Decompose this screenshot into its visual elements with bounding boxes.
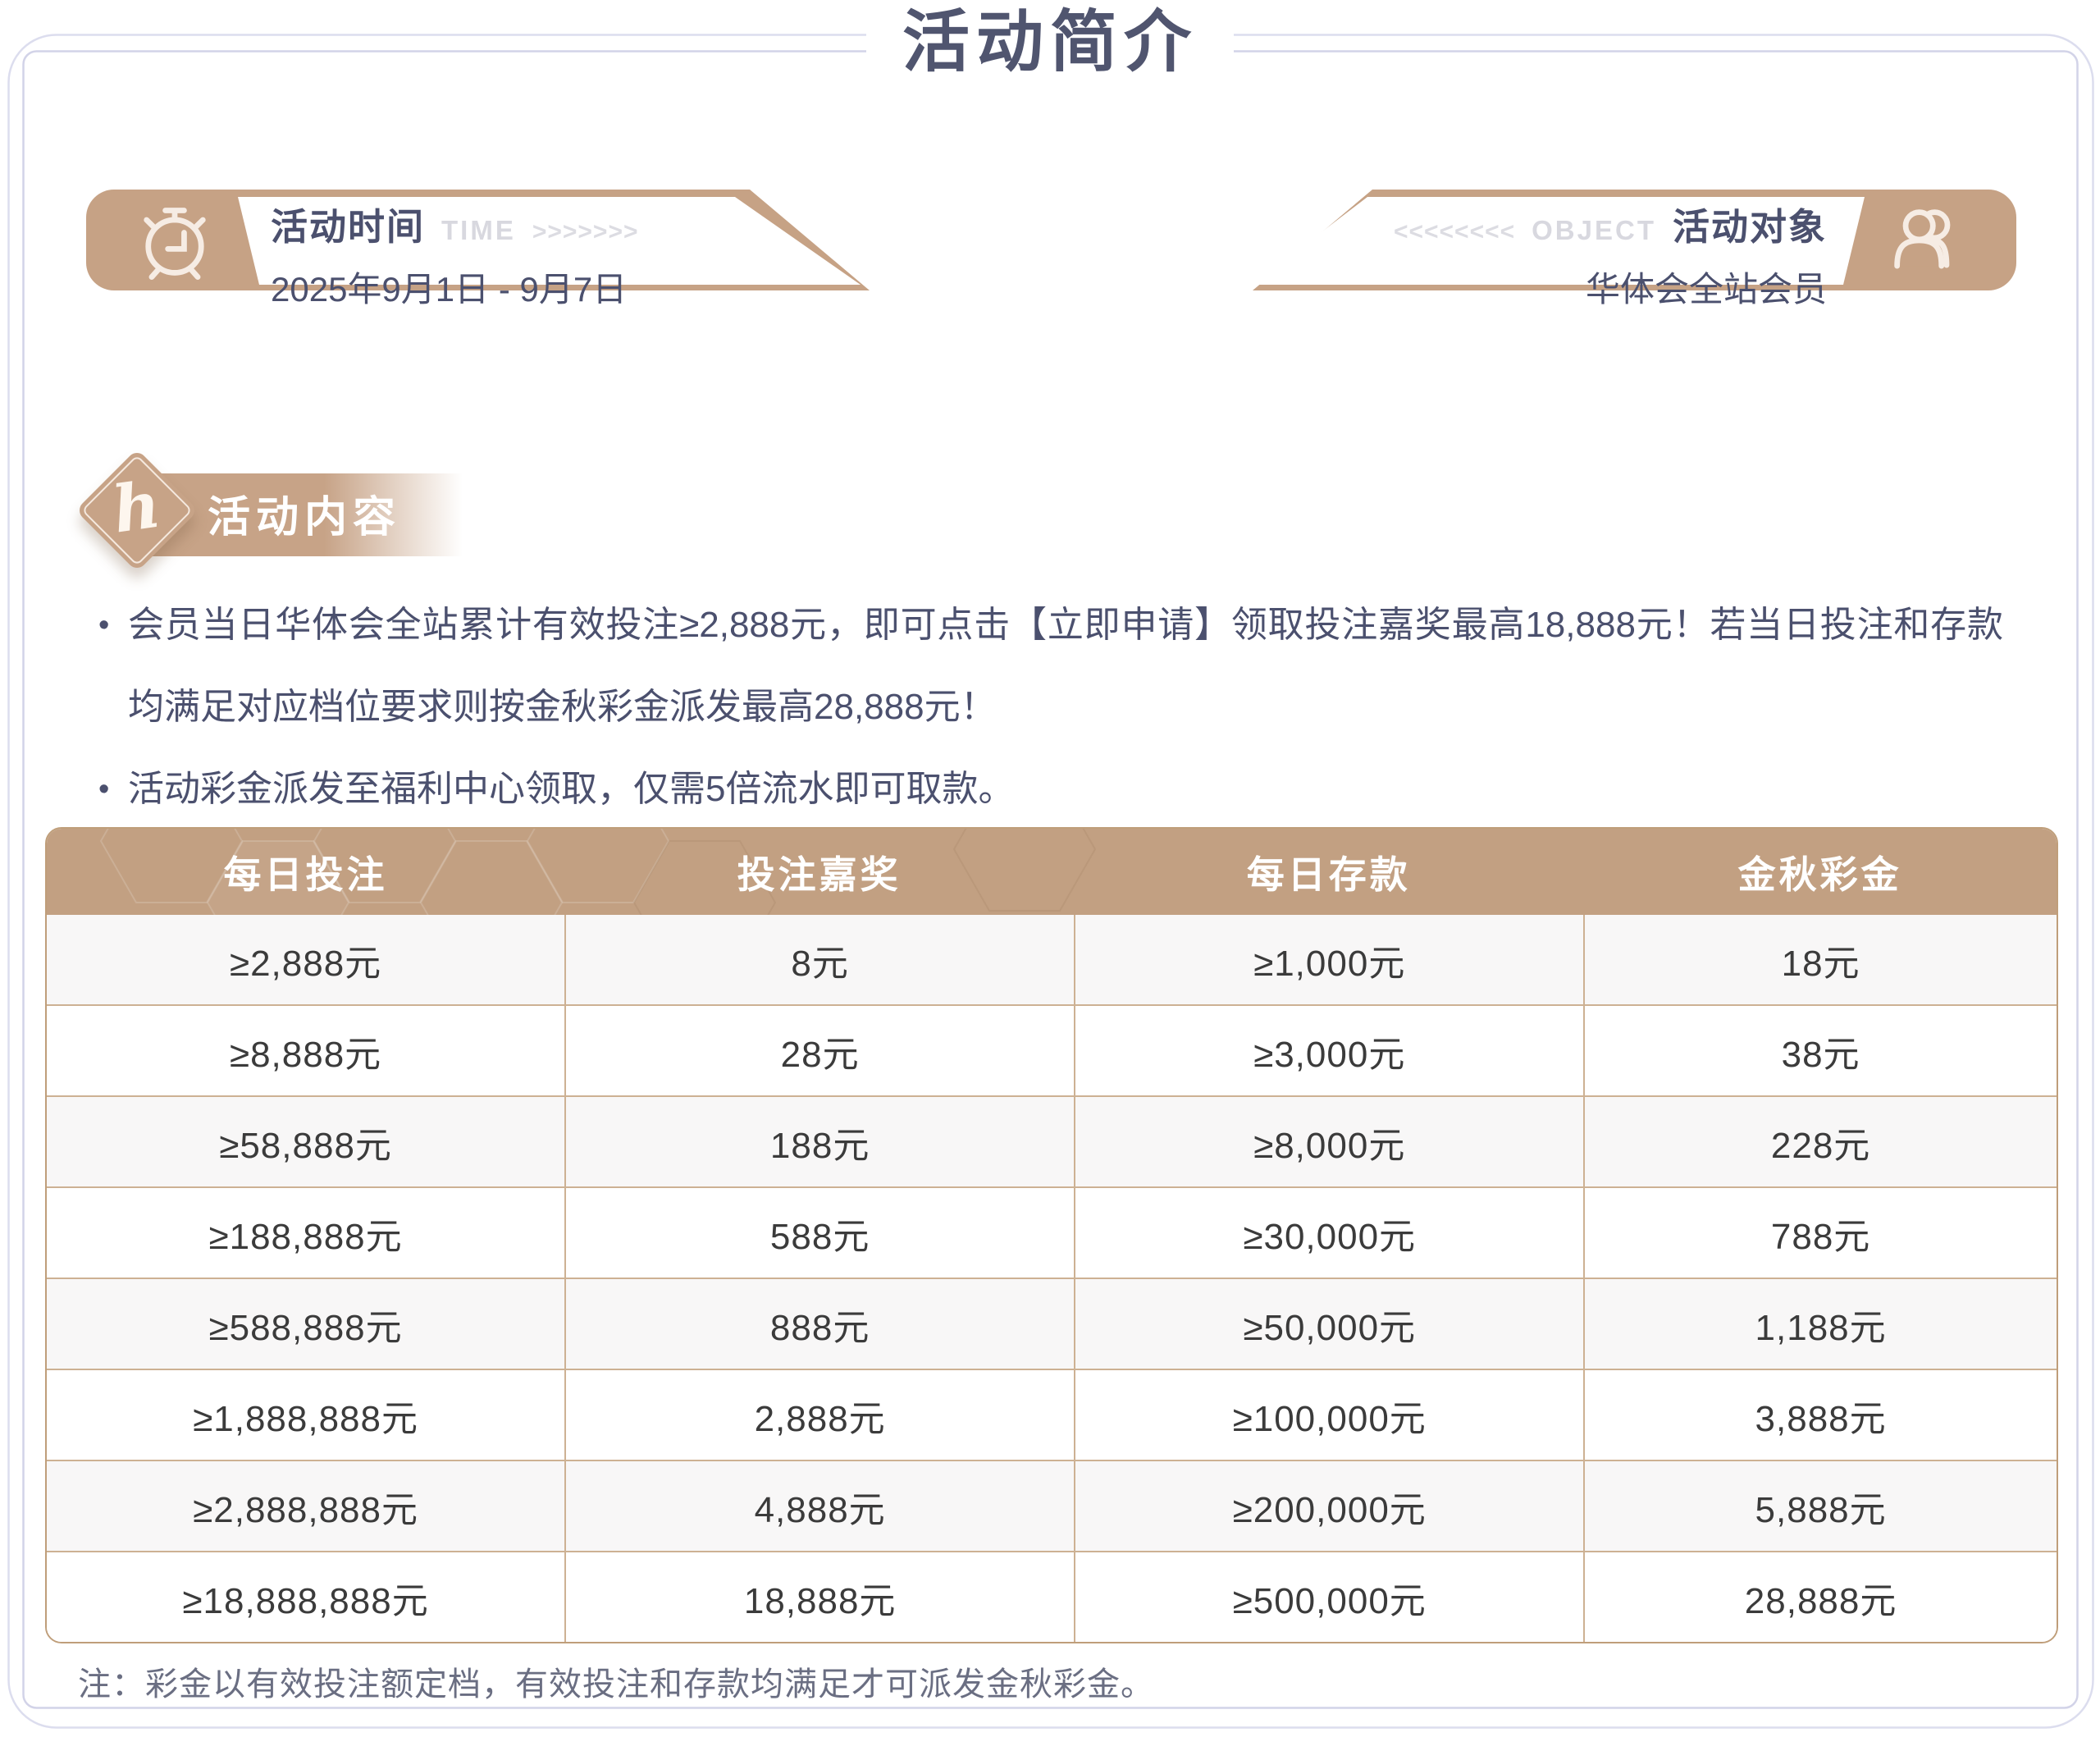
time-banner-date: 2025年9月1日 - 9月7日 — [271, 270, 628, 309]
time-banner: 活动时间 TIME >>>>>>> 2025年9月1日 - 9月7日 — [86, 190, 870, 309]
cell-bet: ≥588,888元 — [208, 1307, 403, 1348]
table-row: ≥58,888元 188元 ≥8,000元 228元 — [47, 1095, 2057, 1186]
cell-autumn-bonus: 28,888元 — [1583, 1552, 2057, 1642]
object-banner: <<<<<<<< OBJECT 活动对象 华体会全站会员 — [1253, 190, 2016, 309]
cell-deposit: ≥3,000元 — [1074, 1006, 1583, 1095]
cell-deposit: ≥50,000元 — [1074, 1279, 1583, 1369]
reward-table: 每日投注 投注嘉奖 每日存款 金秋彩金 ≥2,888元 8元 ≥1,000元 1… — [45, 827, 2058, 1643]
page-title: 活动简介 — [865, 0, 1235, 85]
column-header-bet: 每日投注 — [223, 853, 388, 896]
bullet-dot: • — [98, 608, 110, 642]
cell-autumn-bonus: 228元 — [1583, 1097, 2057, 1186]
cell-deposit: ≥200,000元 — [1074, 1461, 1583, 1551]
cell-deposit: ≥100,000元 — [1074, 1370, 1583, 1460]
table-row: ≥8,888元 28元 ≥3,000元 38元 — [47, 1004, 2057, 1095]
table-row: ≥2,888,888元 4,888元 ≥200,000元 5,888元 — [47, 1460, 2057, 1551]
cell-deposit: ≥500,000元 — [1074, 1552, 1583, 1642]
cell-bet-bonus: 188元 — [564, 1097, 1074, 1186]
cell-autumn-bonus: 1,188元 — [1583, 1279, 2057, 1369]
table-row: ≥1,888,888元 2,888元 ≥100,000元 3,888元 — [47, 1369, 2057, 1460]
cell-autumn-bonus: 788元 — [1583, 1188, 2057, 1278]
members-icon — [1894, 209, 1951, 269]
bullet-dot: • — [98, 772, 110, 807]
cell-bet-bonus: 4,888元 — [564, 1461, 1074, 1551]
section-title: 活动内容 — [208, 494, 402, 542]
activity-description: • 会员当日华体会全站累计有效投注≥2,888元，即可点击【立即申请】领取投注嘉奖… — [98, 584, 2003, 830]
time-banner-text: 活动时间 TIME >>>>>>> 2025年9月1日 - 9月7日 — [271, 197, 638, 312]
cell-bet-bonus: 2,888元 — [564, 1370, 1074, 1460]
cell-bet: ≥1,888,888元 — [193, 1398, 418, 1439]
activity-rule-2: • 活动彩金派发至福利中心领取，仅需5倍流水即可取款。 — [98, 748, 2003, 830]
activity-rule-1: • 会员当日华体会全站累计有效投注≥2,888元，即可点击【立即申请】领取投注嘉奖… — [98, 584, 2003, 748]
brand-letter: h — [108, 467, 165, 548]
cell-bet-bonus: 888元 — [564, 1279, 1074, 1369]
table-row: ≥188,888元 588元 ≥30,000元 788元 — [47, 1186, 2057, 1278]
object-banner-panel — [1253, 197, 1865, 285]
object-banner-subtitle: OBJECT — [1532, 215, 1656, 245]
cell-bet-bonus: 8元 — [564, 915, 1074, 1004]
column-header-bet-bonus: 投注嘉奖 — [737, 853, 902, 896]
table-row: ≥18,888,888元 18,888元 ≥500,000元 28,888元 — [47, 1551, 2057, 1642]
cell-bet: ≥58,888元 — [219, 1125, 392, 1166]
hexagon-pattern — [99, 829, 1097, 915]
cell-bet-bonus: 588元 — [564, 1188, 1074, 1278]
table-row: ≥588,888元 888元 ≥50,000元 1,188元 — [47, 1278, 2057, 1369]
cell-bet: ≥2,888,888元 — [193, 1489, 418, 1530]
cell-bet: ≥18,888,888元 — [182, 1580, 429, 1621]
object-banner-value: 华体会全站会员 — [1585, 270, 1827, 309]
cell-autumn-bonus: 18元 — [1583, 915, 2057, 1004]
time-banner-arrows: >>>>>>> — [532, 218, 639, 245]
cell-deposit: ≥30,000元 — [1074, 1188, 1583, 1278]
object-banner-title: 活动对象 — [1672, 206, 1827, 248]
cell-bet: ≥2,888元 — [229, 943, 382, 984]
reward-table-header: 每日投注 投注嘉奖 每日存款 金秋彩金 — [47, 829, 2057, 915]
cell-autumn-bonus: 5,888元 — [1583, 1461, 2057, 1551]
footnote: 注：彩金以有效投注额定档，有效投注和存款均满足才可派发金秋彩金。 — [78, 1666, 1154, 1703]
cell-bet-bonus: 18,888元 — [564, 1552, 1074, 1642]
time-banner-subtitle: TIME — [441, 215, 516, 245]
cell-deposit: ≥1,000元 — [1074, 915, 1583, 1004]
cell-bet-bonus: 28元 — [564, 1006, 1074, 1095]
cell-bet: ≥8,888元 — [229, 1034, 382, 1075]
cell-bet: ≥188,888元 — [208, 1216, 403, 1257]
cell-autumn-bonus: 3,888元 — [1583, 1370, 2057, 1460]
cell-deposit: ≥8,000元 — [1074, 1097, 1583, 1186]
column-header-deposit: 每日存款 — [1246, 853, 1411, 896]
column-header-autumn-bonus: 金秋彩金 — [1737, 853, 1902, 896]
time-banner-title: 活动时间 — [271, 206, 426, 248]
object-banner-arrows: <<<<<<<< — [1393, 218, 1516, 245]
table-row: ≥2,888元 8元 ≥1,000元 18元 — [47, 915, 2057, 1004]
object-banner-text: <<<<<<<< OBJECT 活动对象 华体会全站会员 — [1394, 197, 1827, 312]
cell-autumn-bonus: 38元 — [1583, 1006, 2057, 1095]
alarm-clock-icon — [144, 208, 206, 281]
